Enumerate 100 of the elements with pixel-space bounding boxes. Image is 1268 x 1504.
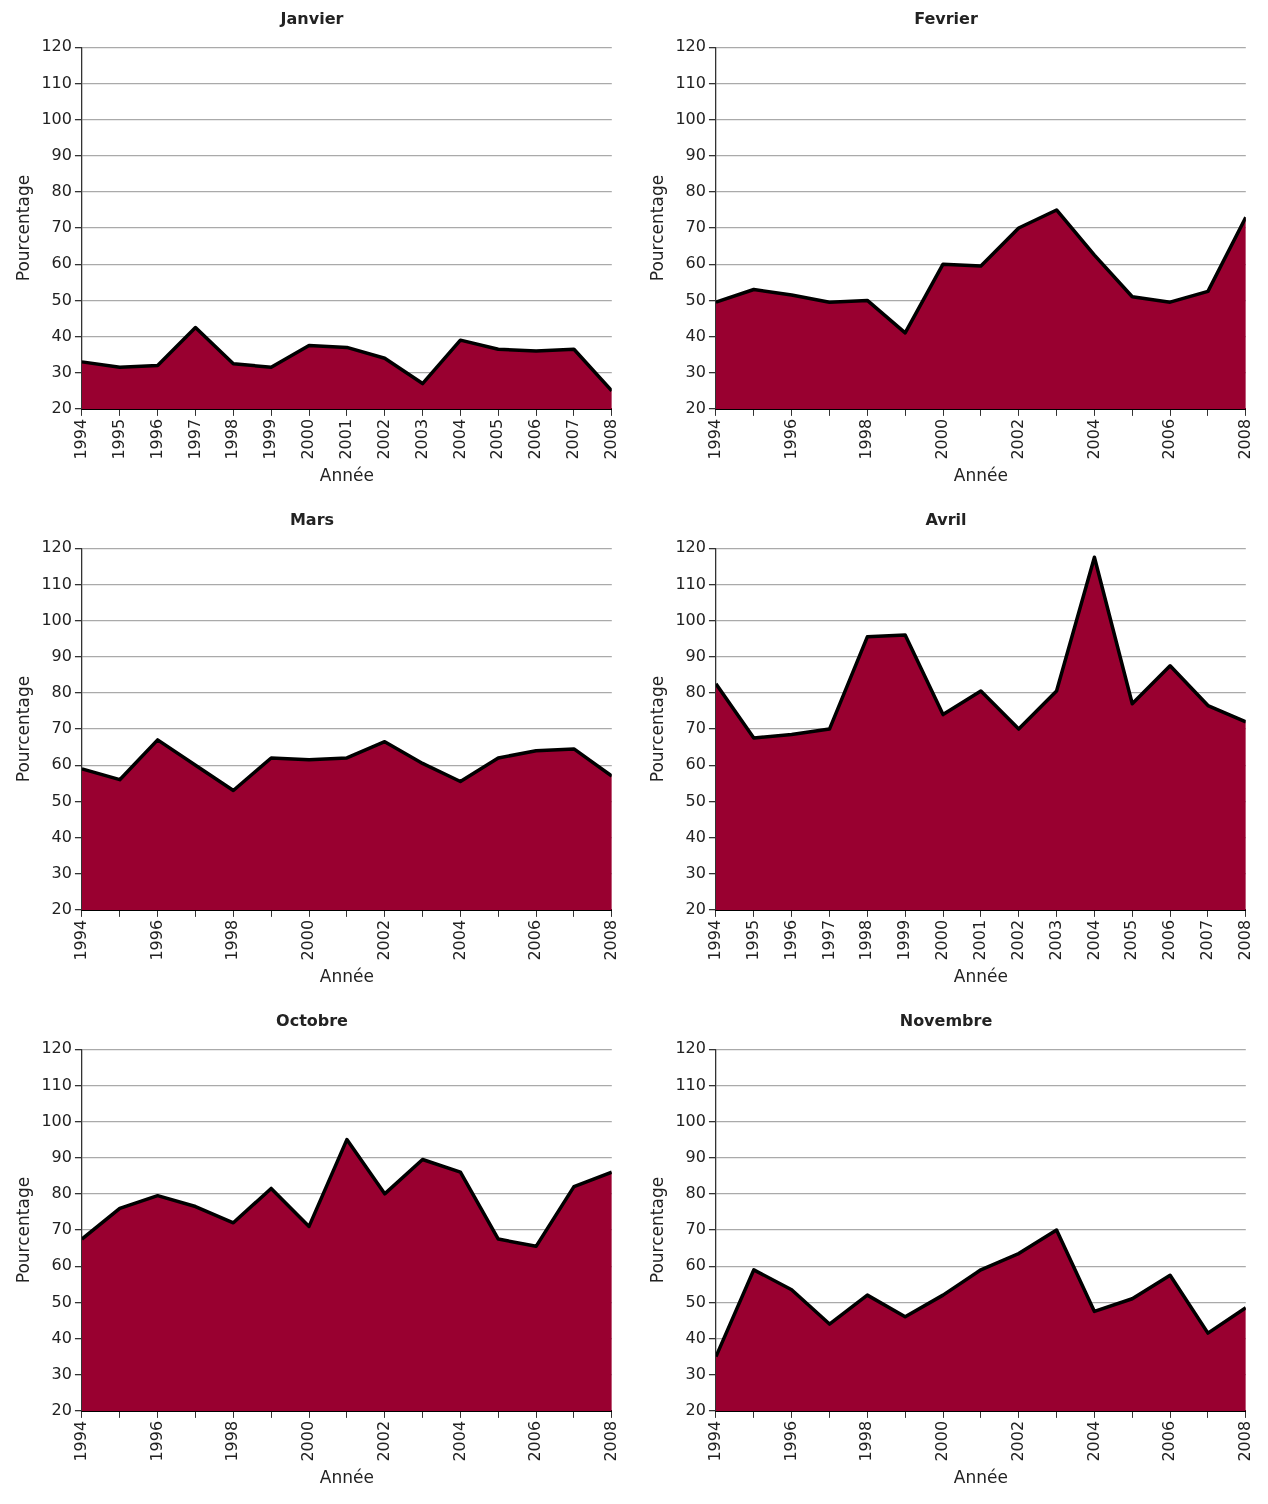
x-tick-label: 2008: [600, 1420, 620, 1462]
x-tick-label: 1996: [780, 1420, 800, 1462]
x-tick-label: 1996: [146, 1420, 166, 1462]
y-tick-label: 120: [675, 537, 706, 557]
x-axis-title: Année: [319, 1467, 374, 1488]
chart-title: Mars: [289, 509, 335, 529]
x-tick-label: 2008: [1234, 919, 1254, 961]
y-tick-label: 60: [51, 754, 72, 774]
y-tick-label: 80: [51, 1183, 72, 1203]
y-tick-label: 90: [685, 1146, 706, 1166]
x-tick-label: 2004: [1083, 1420, 1103, 1462]
x-tick-label: 1994: [71, 919, 91, 961]
y-axis-title: Pourcentage: [12, 174, 33, 282]
x-tick-label: 2002: [1007, 1420, 1027, 1462]
y-tick-label: 30: [685, 862, 706, 882]
x-tick-label: 2001: [336, 418, 356, 460]
chart-title: Janvier: [279, 8, 344, 28]
y-tick-label: 40: [685, 1327, 706, 1347]
x-tick-label: 1994: [71, 1420, 91, 1462]
x-axis-title: Année: [953, 1467, 1008, 1488]
y-tick-label: 30: [685, 361, 706, 381]
chart-title: Fevrier: [914, 8, 978, 28]
x-tick-label: 2004: [1083, 919, 1103, 961]
y-tick-label: 50: [51, 1291, 72, 1311]
y-tick-label: 110: [41, 72, 72, 92]
y-tick-label: 30: [51, 361, 72, 381]
x-tick-label: 1998: [222, 919, 242, 961]
x-tick-label: 2006: [525, 418, 545, 460]
x-axis-title: Année: [953, 465, 1008, 486]
y-tick-label: 20: [685, 899, 706, 919]
x-tick-label: 2008: [1234, 1420, 1254, 1462]
y-axis-title: Pourcentage: [646, 1176, 667, 1284]
y-tick-label: 110: [675, 573, 706, 593]
y-tick-label: 110: [41, 573, 72, 593]
y-axis-title: Pourcentage: [646, 174, 667, 282]
y-tick-label: 110: [675, 72, 706, 92]
x-tick-label: 2002: [1007, 919, 1027, 961]
y-tick-label: 90: [51, 645, 72, 665]
y-tick-label: 90: [51, 144, 72, 164]
x-tick-label: 1994: [705, 1420, 725, 1462]
y-tick-label: 60: [685, 754, 706, 774]
y-tick-label: 50: [685, 790, 706, 810]
x-tick-label: 1995: [108, 418, 128, 460]
x-tick-label: 1997: [184, 418, 204, 460]
y-tick-label: 40: [51, 1327, 72, 1347]
y-tick-label: 30: [51, 1363, 72, 1383]
y-tick-label: 80: [685, 181, 706, 201]
x-axis-title: Année: [319, 966, 374, 987]
y-tick-label: 120: [675, 36, 706, 56]
y-tick-label: 40: [685, 826, 706, 846]
y-tick-label: 100: [675, 609, 706, 629]
y-tick-label: 30: [685, 1363, 706, 1383]
y-tick-label: 70: [685, 217, 706, 237]
y-tick-label: 70: [51, 718, 72, 738]
x-tick-label: 2004: [449, 1420, 469, 1462]
x-tick-label: 2001: [970, 919, 990, 961]
x-tick-label: 1999: [894, 919, 914, 961]
x-tick-label: 1994: [705, 418, 725, 460]
y-tick-label: 70: [685, 718, 706, 738]
x-tick-label: 2000: [932, 418, 952, 460]
x-tick-label: 1998: [222, 418, 242, 460]
x-tick-label: 2005: [487, 418, 507, 460]
y-tick-label: 110: [41, 1074, 72, 1094]
x-tick-label: 2006: [525, 1420, 545, 1462]
x-tick-label: 2004: [449, 919, 469, 961]
x-tick-label: 1996: [146, 418, 166, 460]
y-tick-label: 120: [41, 1038, 72, 1058]
x-tick-label: 1998: [222, 1420, 242, 1462]
x-tick-label: 1999: [260, 418, 280, 460]
y-tick-label: 40: [51, 325, 72, 345]
y-tick-label: 20: [685, 1400, 706, 1420]
x-tick-label: 1994: [71, 418, 91, 460]
y-tick-label: 40: [51, 826, 72, 846]
x-tick-label: 1996: [146, 919, 166, 961]
x-tick-label: 2006: [1159, 1420, 1179, 1462]
x-tick-label: 2007: [563, 418, 583, 460]
x-tick-label: 2002: [1007, 418, 1027, 460]
x-tick-label: 2000: [298, 919, 318, 961]
x-tick-label: 1996: [780, 919, 800, 961]
y-tick-label: 60: [51, 253, 72, 273]
y-tick-label: 70: [51, 217, 72, 237]
y-tick-label: 90: [685, 645, 706, 665]
y-tick-label: 110: [675, 1074, 706, 1094]
x-tick-label: 1997: [818, 919, 838, 961]
y-tick-label: 80: [51, 181, 72, 201]
x-axis-title: Année: [319, 465, 374, 486]
y-tick-label: 20: [51, 1400, 72, 1420]
y-tick-label: 30: [51, 862, 72, 882]
y-tick-label: 90: [51, 1146, 72, 1166]
chart-title: Avril: [925, 509, 967, 529]
y-tick-label: 100: [41, 609, 72, 629]
x-tick-label: 2000: [932, 1420, 952, 1462]
y-tick-label: 100: [675, 1110, 706, 1130]
y-tick-label: 80: [51, 682, 72, 702]
y-tick-label: 70: [685, 1219, 706, 1239]
chart-title: Octobre: [276, 1010, 349, 1030]
y-tick-label: 50: [685, 289, 706, 309]
y-tick-label: 80: [685, 1183, 706, 1203]
y-tick-label: 80: [685, 682, 706, 702]
x-tick-label: 1998: [856, 919, 876, 961]
